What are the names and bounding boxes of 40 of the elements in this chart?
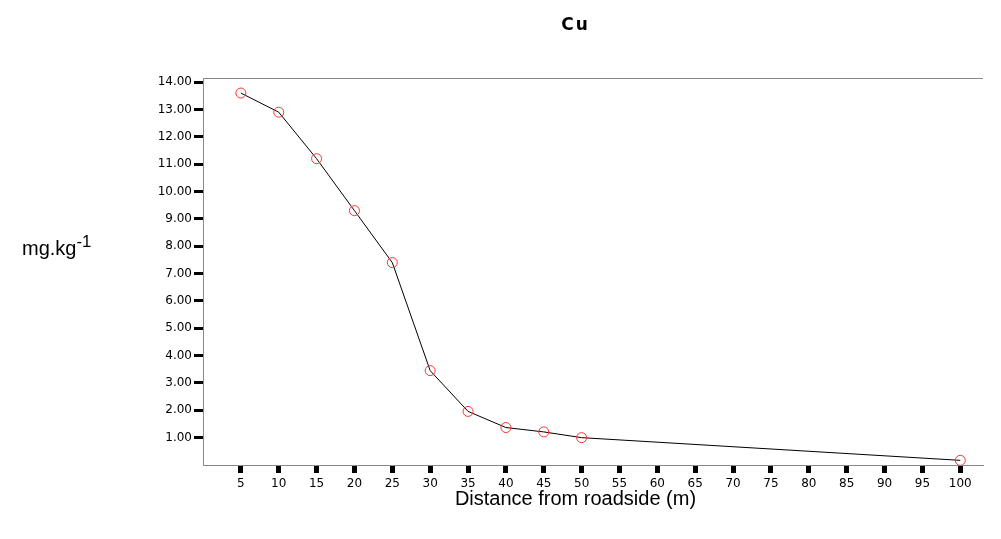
point	[424, 365, 436, 377]
x-tick-label: 85	[839, 476, 855, 491]
x-tick-label: 70	[725, 476, 741, 491]
y-tick-label: 1.00	[165, 429, 192, 444]
y-tick-label: 3.00	[165, 375, 192, 390]
x-tick-label: 100	[948, 476, 972, 491]
x-tick-label: 75	[763, 476, 779, 491]
point	[500, 422, 512, 434]
x-tick-label: 80	[801, 476, 817, 491]
y-tick-label: 5.00	[165, 320, 192, 335]
y-tick-label: 11.00	[157, 156, 192, 171]
x-tick-label: 95	[914, 476, 931, 491]
y-tick-label: 13.00	[157, 101, 192, 116]
x-tick-label: 5	[237, 476, 245, 491]
x-tick-label: 90	[876, 476, 893, 491]
point	[538, 426, 550, 438]
y-tick-label: 12.00	[157, 128, 192, 143]
y-tick-label: 10.00	[157, 183, 192, 198]
chart-title: Cu	[560, 14, 591, 34]
x-tick-label: 10	[271, 476, 287, 491]
y-axis-title: mg.kg$^{-1}$	[22, 232, 92, 260]
point	[954, 454, 966, 465]
y-tick-label: 9.00	[165, 210, 192, 225]
x-tick-label: 25	[384, 476, 400, 491]
point	[235, 87, 247, 99]
x-tick-label: 15	[308, 476, 325, 491]
y-tick-label: 14.00	[157, 74, 192, 89]
point	[311, 153, 323, 165]
y-tick-label: 8.00	[165, 238, 192, 253]
y-tick-label: 2.00	[165, 402, 192, 417]
point	[462, 405, 474, 417]
x-tick-label: 30	[422, 476, 438, 491]
y-tick-label: 7.00	[165, 265, 192, 280]
y-tick-label: 6.00	[165, 293, 192, 308]
point	[273, 106, 285, 118]
point	[576, 432, 588, 444]
point	[348, 205, 360, 217]
y-tick-label: 4.00	[165, 347, 192, 362]
x-tick-label: 20	[346, 476, 363, 491]
point	[386, 257, 398, 269]
